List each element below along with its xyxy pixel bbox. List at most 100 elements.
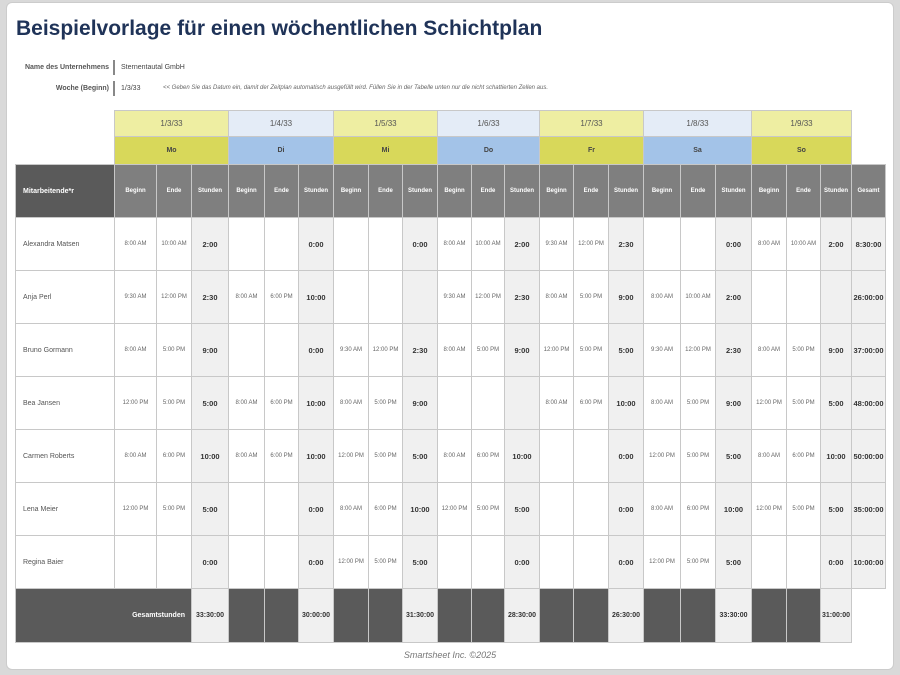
begin-cell[interactable] — [114, 535, 157, 589]
employee-name[interactable]: Regina Baier — [15, 535, 115, 589]
begin-cell[interactable] — [228, 217, 265, 271]
end-cell[interactable] — [680, 217, 716, 271]
end-cell[interactable]: 10:00 AM — [786, 217, 821, 271]
begin-cell[interactable] — [643, 217, 681, 271]
begin-cell[interactable]: 12:00 PM — [643, 535, 681, 589]
end-cell[interactable]: 6:00 PM — [264, 429, 299, 483]
end-cell[interactable] — [573, 535, 609, 589]
begin-cell[interactable] — [539, 429, 574, 483]
end-cell[interactable]: 5:00 PM — [471, 323, 505, 377]
employee-name[interactable]: Bea Jansen — [15, 376, 115, 430]
end-cell[interactable]: 5:00 PM — [368, 429, 403, 483]
end-cell[interactable]: 5:00 PM — [573, 270, 609, 324]
begin-cell[interactable] — [437, 376, 472, 430]
end-cell[interactable] — [264, 217, 299, 271]
begin-cell[interactable] — [437, 535, 472, 589]
begin-cell[interactable]: 12:00 PM — [333, 535, 369, 589]
end-cell[interactable]: 5:00 PM — [786, 482, 821, 536]
begin-cell[interactable] — [333, 270, 369, 324]
begin-cell[interactable]: 9:30 AM — [539, 217, 574, 271]
week-input[interactable]: 1/3/33 — [121, 85, 141, 92]
begin-cell[interactable]: 8:00 AM — [333, 376, 369, 430]
begin-cell[interactable]: 8:00 AM — [751, 323, 787, 377]
end-cell[interactable]: 6:00 PM — [264, 270, 299, 324]
begin-cell[interactable] — [751, 535, 787, 589]
end-cell[interactable]: 5:00 PM — [786, 323, 821, 377]
end-cell[interactable] — [573, 429, 609, 483]
begin-cell[interactable]: 8:00 AM — [228, 429, 265, 483]
employee-name[interactable]: Carmen Roberts — [15, 429, 115, 483]
end-cell[interactable]: 12:00 PM — [680, 323, 716, 377]
end-cell[interactable]: 5:00 PM — [471, 482, 505, 536]
begin-cell[interactable]: 12:00 PM — [751, 376, 787, 430]
end-cell[interactable]: 5:00 PM — [680, 429, 716, 483]
begin-cell[interactable]: 8:00 AM — [114, 429, 157, 483]
begin-cell[interactable]: 8:00 AM — [751, 429, 787, 483]
begin-cell[interactable]: 8:00 AM — [437, 217, 472, 271]
begin-cell[interactable]: 9:30 AM — [643, 323, 681, 377]
end-cell[interactable]: 12:00 PM — [471, 270, 505, 324]
begin-cell[interactable]: 12:00 PM — [643, 429, 681, 483]
end-cell[interactable]: 10:00 AM — [680, 270, 716, 324]
begin-cell[interactable] — [751, 270, 787, 324]
begin-cell[interactable]: 12:00 PM — [751, 482, 787, 536]
end-cell[interactable]: 6:00 PM — [156, 429, 192, 483]
begin-cell[interactable]: 8:00 AM — [751, 217, 787, 271]
begin-cell[interactable]: 8:00 AM — [643, 376, 681, 430]
begin-cell[interactable]: 8:00 AM — [333, 482, 369, 536]
begin-cell[interactable] — [333, 217, 369, 271]
end-cell[interactable] — [156, 535, 192, 589]
employee-name[interactable]: Anja Perl — [15, 270, 115, 324]
employee-name[interactable]: Lena Meier — [15, 482, 115, 536]
end-cell[interactable] — [471, 535, 505, 589]
begin-cell[interactable]: 8:00 AM — [643, 482, 681, 536]
end-cell[interactable]: 5:00 PM — [156, 482, 192, 536]
begin-cell[interactable]: 8:00 AM — [643, 270, 681, 324]
end-cell[interactable] — [471, 376, 505, 430]
begin-cell[interactable] — [228, 482, 265, 536]
end-cell[interactable]: 6:00 PM — [680, 482, 716, 536]
end-cell[interactable] — [264, 482, 299, 536]
end-cell[interactable] — [573, 482, 609, 536]
end-cell[interactable] — [264, 535, 299, 589]
end-cell[interactable] — [786, 535, 821, 589]
end-cell[interactable] — [264, 323, 299, 377]
begin-cell[interactable]: 12:00 PM — [437, 482, 472, 536]
begin-cell[interactable]: 12:00 PM — [114, 376, 157, 430]
employee-name[interactable]: Bruno Gormann — [15, 323, 115, 377]
begin-cell[interactable]: 8:00 AM — [437, 429, 472, 483]
begin-cell[interactable] — [539, 535, 574, 589]
end-cell[interactable]: 5:00 PM — [156, 323, 192, 377]
begin-cell[interactable] — [228, 323, 265, 377]
begin-cell[interactable]: 8:00 AM — [539, 270, 574, 324]
begin-cell[interactable]: 12:00 PM — [114, 482, 157, 536]
begin-cell[interactable]: 8:00 AM — [437, 323, 472, 377]
end-cell[interactable]: 5:00 PM — [368, 376, 403, 430]
begin-cell[interactable] — [539, 482, 574, 536]
end-cell[interactable]: 10:00 AM — [471, 217, 505, 271]
begin-cell[interactable]: 12:00 PM — [333, 429, 369, 483]
begin-cell[interactable]: 8:00 AM — [228, 376, 265, 430]
begin-cell[interactable]: 9:30 AM — [437, 270, 472, 324]
begin-cell[interactable]: 8:00 AM — [114, 217, 157, 271]
begin-cell[interactable]: 9:30 AM — [114, 270, 157, 324]
begin-cell[interactable]: 12:00 PM — [539, 323, 574, 377]
end-cell[interactable]: 6:00 PM — [573, 376, 609, 430]
begin-cell[interactable]: 9:30 AM — [333, 323, 369, 377]
end-cell[interactable] — [368, 217, 403, 271]
end-cell[interactable]: 12:00 PM — [156, 270, 192, 324]
end-cell[interactable]: 5:00 PM — [680, 535, 716, 589]
end-cell[interactable]: 5:00 PM — [786, 376, 821, 430]
begin-cell[interactable] — [228, 535, 265, 589]
end-cell[interactable] — [786, 270, 821, 324]
end-cell[interactable]: 5:00 PM — [680, 376, 716, 430]
end-cell[interactable]: 6:00 PM — [786, 429, 821, 483]
end-cell[interactable]: 10:00 AM — [156, 217, 192, 271]
end-cell[interactable] — [368, 270, 403, 324]
begin-cell[interactable]: 8:00 AM — [539, 376, 574, 430]
begin-cell[interactable]: 8:00 AM — [114, 323, 157, 377]
end-cell[interactable]: 5:00 PM — [156, 376, 192, 430]
end-cell[interactable]: 6:00 PM — [368, 482, 403, 536]
end-cell[interactable]: 6:00 PM — [471, 429, 505, 483]
end-cell[interactable]: 12:00 PM — [573, 217, 609, 271]
